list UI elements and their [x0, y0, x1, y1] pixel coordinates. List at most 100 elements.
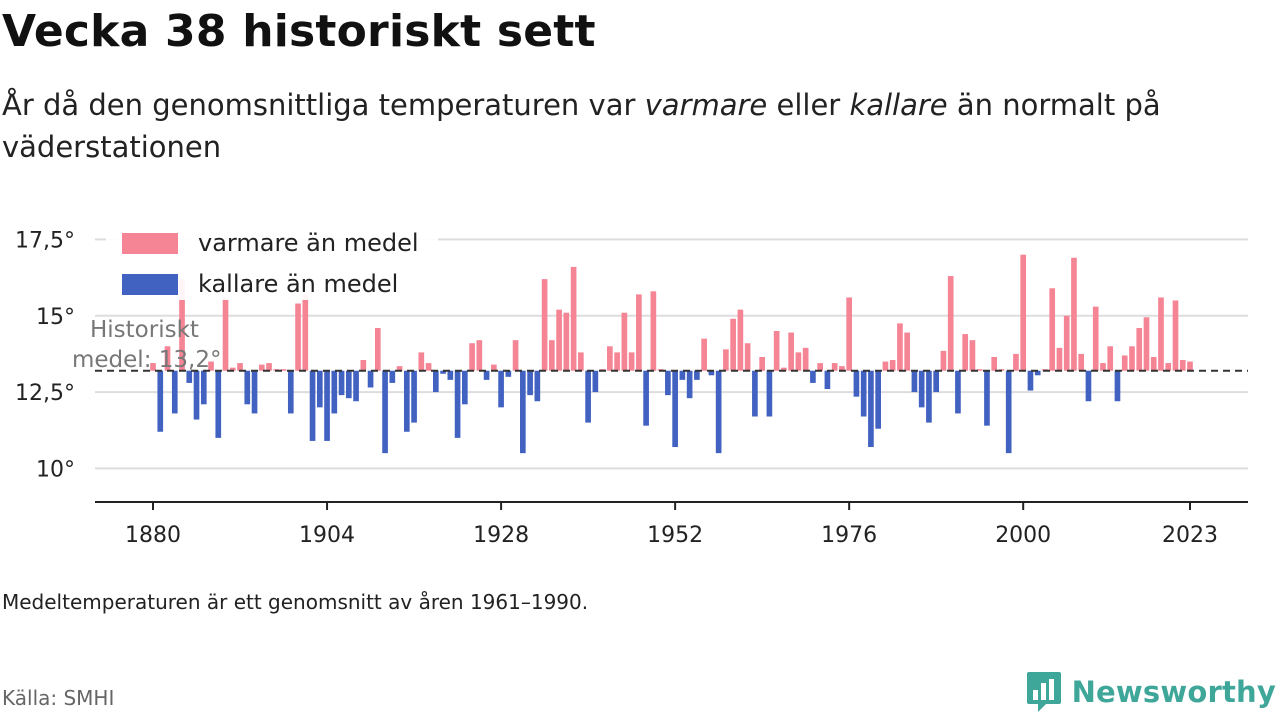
bar-warm — [650, 291, 657, 371]
legend: varmare än medel kallare än medel — [106, 222, 438, 300]
bar-warm — [295, 303, 301, 371]
bar-cold — [331, 370, 338, 414]
bar-cold — [752, 370, 758, 417]
bar-cold — [592, 370, 599, 393]
bar-warm — [258, 364, 265, 371]
bar-warm — [1165, 363, 1172, 371]
x-tick-label: 1880 — [125, 523, 181, 548]
bar-warm — [266, 363, 272, 371]
subtitle-text-1: År då den genomsnittliga temperaturen va… — [2, 88, 645, 122]
bar-warm — [969, 340, 976, 371]
y-axis-ticks: 10° 12,5° 15° 17,5° — [15, 228, 75, 482]
bar-cold — [918, 370, 925, 408]
bar-cold — [454, 370, 461, 438]
bar-warm — [1049, 288, 1056, 371]
bar-warm — [802, 347, 809, 371]
bar-warm — [1056, 347, 1063, 371]
bar-cold — [324, 370, 330, 441]
bar-chart-speech-bubble-icon — [1026, 672, 1061, 712]
bar-warm — [947, 276, 954, 371]
bar-cold — [1027, 370, 1034, 391]
bar-warm — [701, 338, 707, 371]
x-axis-ticks: 1880 1904 1928 1952 1976 2000 2023 — [125, 502, 1218, 548]
bar-cold — [520, 370, 526, 454]
bar-warm — [976, 369, 983, 371]
bar-warm — [1013, 353, 1019, 371]
bar-warm — [1078, 353, 1085, 371]
newsworthy-logo[interactable]: Newsworthy — [1026, 670, 1276, 714]
bar-cold — [708, 370, 715, 376]
bar-cold — [672, 370, 678, 448]
bar-cold — [367, 370, 374, 388]
chart-title: Vecka 38 historiskt sett — [2, 6, 596, 57]
y-tick-label: 10° — [36, 457, 75, 482]
bar-warm — [723, 349, 729, 371]
baseline-label-line-1: Historiskt — [90, 317, 199, 343]
bar-cold — [686, 370, 693, 399]
bar-cold — [984, 370, 990, 426]
bar-warm — [1172, 300, 1179, 371]
bar-cold — [1085, 370, 1092, 402]
bar-cold — [498, 370, 504, 408]
bar-warm — [237, 363, 243, 371]
bar-warm — [839, 366, 845, 371]
bar-warm — [636, 294, 642, 371]
bar-warm — [425, 363, 432, 371]
bar-cold — [353, 370, 359, 402]
bar-warm — [897, 323, 903, 371]
bar-cold — [810, 370, 816, 383]
bar-cold — [824, 370, 831, 390]
legend-swatch-warm — [122, 233, 178, 254]
bar-cold — [403, 370, 410, 432]
bar-warm — [1100, 363, 1106, 371]
bar-warm — [476, 340, 483, 371]
bar-warm — [904, 332, 911, 371]
bar-warm — [1071, 257, 1077, 371]
bar-cold — [193, 370, 200, 420]
bar-warm — [1107, 346, 1114, 371]
subtitle-text-3: än normalt på väderstationen — [2, 88, 1161, 164]
bar-warm — [491, 364, 497, 371]
bar-warm — [781, 367, 787, 371]
bar-cold — [868, 370, 874, 448]
bar-warm — [208, 361, 214, 371]
bar-warm — [817, 363, 823, 371]
bar-warm — [1136, 327, 1143, 371]
y-tick-label: 15° — [36, 305, 75, 330]
bar-cold — [715, 370, 722, 454]
bar-warm — [1092, 306, 1099, 371]
bar-warm — [628, 352, 635, 371]
bar-cold — [505, 370, 512, 377]
legend-label-cold: kallare än medel — [198, 270, 398, 298]
bar-warm — [1143, 317, 1150, 371]
baseline-label-line-2: medel: 13,2° — [72, 347, 221, 373]
bar-warm — [360, 360, 367, 371]
footnote: Medeltemperaturen är ett genomsnitt av å… — [2, 590, 589, 614]
bar-cold — [955, 370, 961, 414]
bars — [150, 254, 1193, 454]
bar-warm — [469, 343, 475, 371]
bar-cold — [875, 370, 881, 429]
bar-cold — [534, 370, 541, 402]
subtitle-cold-word: kallare — [849, 88, 948, 122]
bar-warm — [556, 309, 562, 371]
bar-cold — [462, 370, 468, 405]
bar-warm — [882, 361, 889, 371]
bar-warm — [1150, 356, 1157, 371]
x-tick-label: 1904 — [299, 523, 355, 548]
bar-warm — [563, 312, 570, 371]
bar-cold — [447, 370, 454, 380]
bar-warm — [614, 352, 620, 371]
x-tick-label: 1976 — [821, 523, 877, 548]
bar-cold — [345, 370, 352, 399]
bar-warm — [302, 294, 309, 371]
y-tick-label: 17,5° — [15, 228, 75, 253]
bar-warm — [1063, 315, 1070, 371]
bar-warm — [773, 331, 780, 371]
bar-warm — [164, 346, 171, 371]
bar-cold — [215, 370, 222, 438]
bar-warm — [1179, 360, 1186, 371]
bar-cold — [1034, 370, 1041, 376]
bar-cold — [186, 370, 193, 383]
bar-cold — [251, 370, 258, 414]
